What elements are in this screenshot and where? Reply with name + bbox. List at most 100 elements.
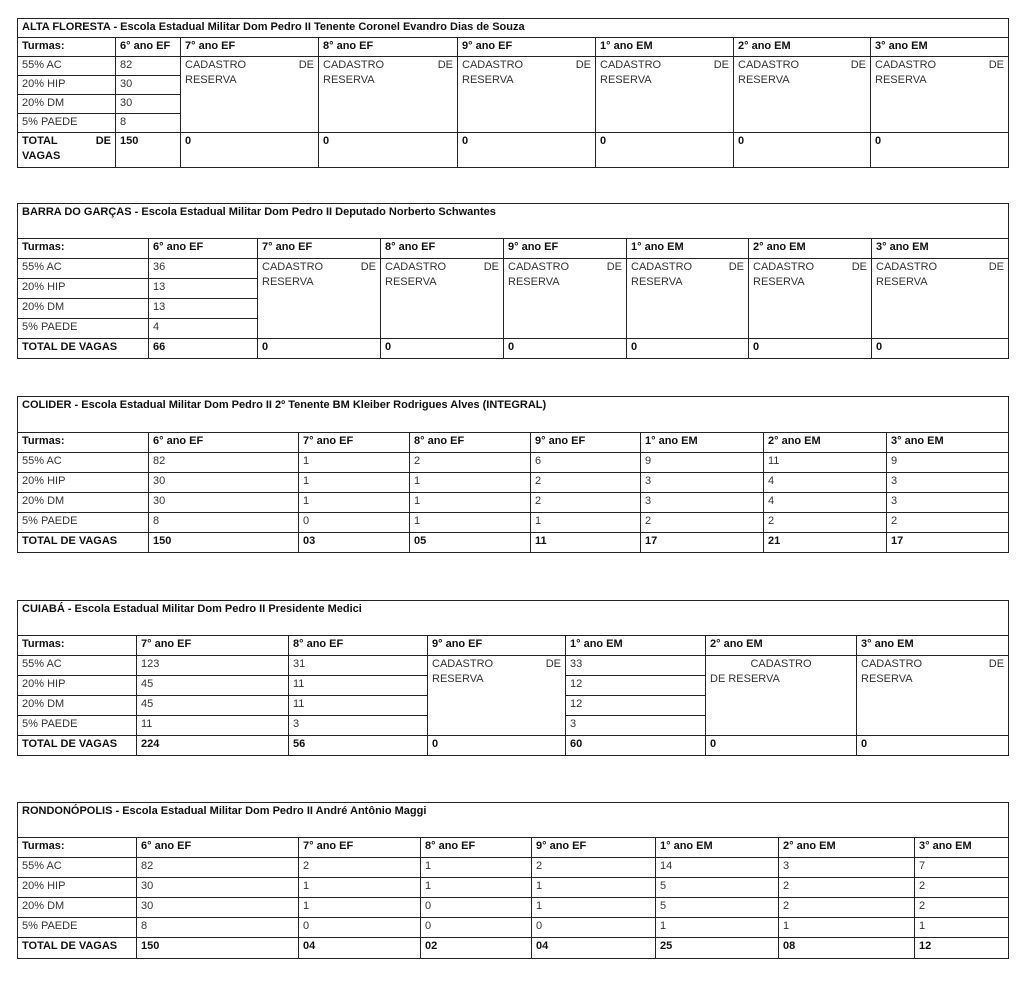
total-label-line: TOTAL DE	[22, 134, 111, 149]
school-table: RONDONÓPOLIS - Escola Estadual Militar D…	[16, 802, 1010, 959]
grade-header: 9° ano EF	[457, 37, 596, 57]
vacancy-cell: 0	[420, 917, 532, 938]
cadastro-de-reserva-cell: CADASTRO DE RESERVA	[427, 655, 566, 736]
total-label: TOTAL DE VAGAS	[17, 532, 149, 553]
reserva-word: CADASTRO	[323, 59, 385, 71]
vacancy-cell: 30	[148, 472, 299, 493]
reserva-word: CADASTRO	[876, 261, 938, 273]
grade-header: 3° ano EM	[870, 37, 1009, 57]
total-cell: 0	[705, 735, 857, 756]
quota-label: 55% AC	[17, 857, 137, 878]
table-row: 5% PAEDE 8 0 0 0 1 1 1	[17, 917, 1010, 938]
reserva-word: DE	[728, 261, 744, 273]
table-row: 55% AC 82 2 1 2 14 3 7	[17, 857, 1010, 878]
total-cell: 0	[503, 338, 627, 359]
table-row: 20% HIP 45 11 12	[17, 675, 1009, 696]
school-table: BARRA DO GARÇAS - Escola Estadual Milita…	[16, 203, 1010, 359]
reserva-word: CADASTRO	[875, 59, 937, 71]
total-cell: 17	[885, 532, 1010, 553]
quota-label: 5% PAEDE	[17, 318, 149, 339]
vacancy-cell: 12	[565, 695, 706, 716]
reserva-line: RESERVA	[385, 276, 437, 288]
vacancy-cell: 1	[298, 472, 410, 493]
cadastro-de-reserva-cell: CADASTRO DE RESERVA	[870, 258, 1010, 339]
cadastro-de-reserva-cell: CADASTRO DE RESERVA	[595, 56, 734, 133]
turmas-label: Turmas:	[17, 238, 149, 259]
vacancy-cell: 3	[778, 857, 915, 878]
total-cell: 0	[626, 338, 749, 359]
table-row: 5% PAEDE 11 3 3	[17, 715, 1009, 736]
vacancy-cell: 2	[778, 897, 915, 918]
vacancy-cell: 2	[298, 857, 421, 878]
grade-header: 8° ano EF	[420, 837, 532, 858]
grade-header: 1° ano EM	[595, 37, 734, 57]
vacancy-cell: 1	[531, 897, 656, 918]
vacancy-cell: 1	[420, 877, 532, 898]
vacancy-cell: 30	[148, 492, 299, 513]
total-cell: 21	[763, 532, 887, 553]
total-cell: 0	[318, 132, 458, 168]
school-table: ALTA FLORESTA - Escola Estadual Militar …	[17, 18, 1009, 168]
reserva-word: CADASTRO	[753, 261, 815, 273]
vacancy-cell: 9	[885, 452, 1010, 473]
vacancy-cell: 1	[531, 877, 656, 898]
vacancy-cell: 45	[136, 675, 289, 696]
vacancy-cell: 30	[115, 94, 181, 114]
vacancy-cell: 3	[640, 492, 764, 513]
total-cell: 60	[565, 735, 706, 756]
vacancy-cell: 1	[298, 452, 410, 473]
reserva-word: CADASTRO	[185, 59, 247, 71]
table-row: 20% DM 30 1 0 1 5 2 2	[17, 897, 1010, 918]
reserva-line: RESERVA	[600, 74, 652, 86]
cadastro-de-reserva-cell: CADASTRO DE RESERVA	[748, 258, 872, 339]
reserva-line: RESERVA	[753, 276, 805, 288]
vacancy-cell: 1	[298, 492, 410, 513]
cadastro-de-reserva-cell: CADASTRO DE RESERVA	[380, 258, 504, 339]
school-table-block: CUIABÁ - Escola Estadual Militar Dom Ped…	[16, 600, 1010, 756]
vacancy-cell: 82	[115, 56, 181, 76]
title-row: ALTA FLORESTA - Escola Estadual Militar …	[17, 18, 1009, 38]
table-row: 20% HIP 30 1 1 1 5 2 2	[17, 877, 1010, 898]
header-row: Turmas: 7° ano EF 8° ano EF 9° ano EF 1° ano…	[17, 635, 1010, 656]
reserva-word: CADASTRO	[861, 658, 923, 670]
school-table-block: RONDONÓPOLIS - Escola Estadual Militar D…	[16, 802, 1010, 959]
vacancy-cell: 2	[530, 492, 641, 513]
grade-header: 3° ano EM	[885, 432, 1010, 453]
vacancy-cell: 13	[148, 278, 258, 299]
total-cell: 56	[288, 735, 428, 756]
vacancy-cell: 2	[409, 452, 531, 473]
grade-header: 6° ano EF	[136, 837, 299, 858]
grade-header: 7° ano EF	[298, 837, 421, 858]
title-row: BARRA DO GARÇAS - Escola Estadual Milita…	[16, 203, 1010, 239]
total-cell: 25	[655, 937, 779, 959]
quota-label: 20% HIP	[17, 75, 116, 95]
vacancy-cell: 1	[420, 857, 532, 878]
table-row: 20% HIP 13	[17, 278, 1009, 299]
reserva-line: CADASTRO DE	[876, 260, 1004, 275]
total-cell: 150	[148, 532, 299, 553]
grade-header: 3° ano EM	[870, 238, 1010, 259]
quota-label: 20% HIP	[17, 877, 137, 898]
reserva-line: CADASTRO DE	[262, 260, 376, 275]
vacancy-cell: 1	[655, 917, 779, 938]
vacancy-cell: 3	[885, 472, 1010, 493]
total-cell: 66	[148, 338, 258, 359]
cadastro-de-reserva-cell: CADASTRO DE RESERVA	[257, 258, 381, 339]
vacancy-cell: 11	[763, 452, 887, 473]
grade-header: 6° ano EF	[148, 432, 299, 453]
table-row: 20% DM 30 1 1 2 3 4 3	[17, 492, 1010, 513]
turmas-label: Turmas:	[17, 37, 116, 57]
reserva-line: RESERVA	[861, 673, 913, 685]
reserva-word: DE	[851, 261, 867, 273]
total-row: TOTAL DE VAGAS 150 04 02 04 25 08 12	[17, 937, 1010, 959]
reserva-word: DE	[483, 261, 499, 273]
vacancy-cell: 5	[655, 877, 779, 898]
vacancy-cell: 123	[136, 655, 289, 676]
total-cell: 0	[870, 132, 1009, 168]
grade-header: 2° ano EM	[705, 635, 857, 656]
grade-header: 2° ano EM	[763, 432, 887, 453]
reserva-line: RESERVA	[323, 74, 375, 86]
reserva-line: CADASTRO DE	[875, 58, 1004, 73]
vacancy-cell: 14	[655, 857, 779, 878]
reserva-word: DE	[298, 59, 314, 71]
